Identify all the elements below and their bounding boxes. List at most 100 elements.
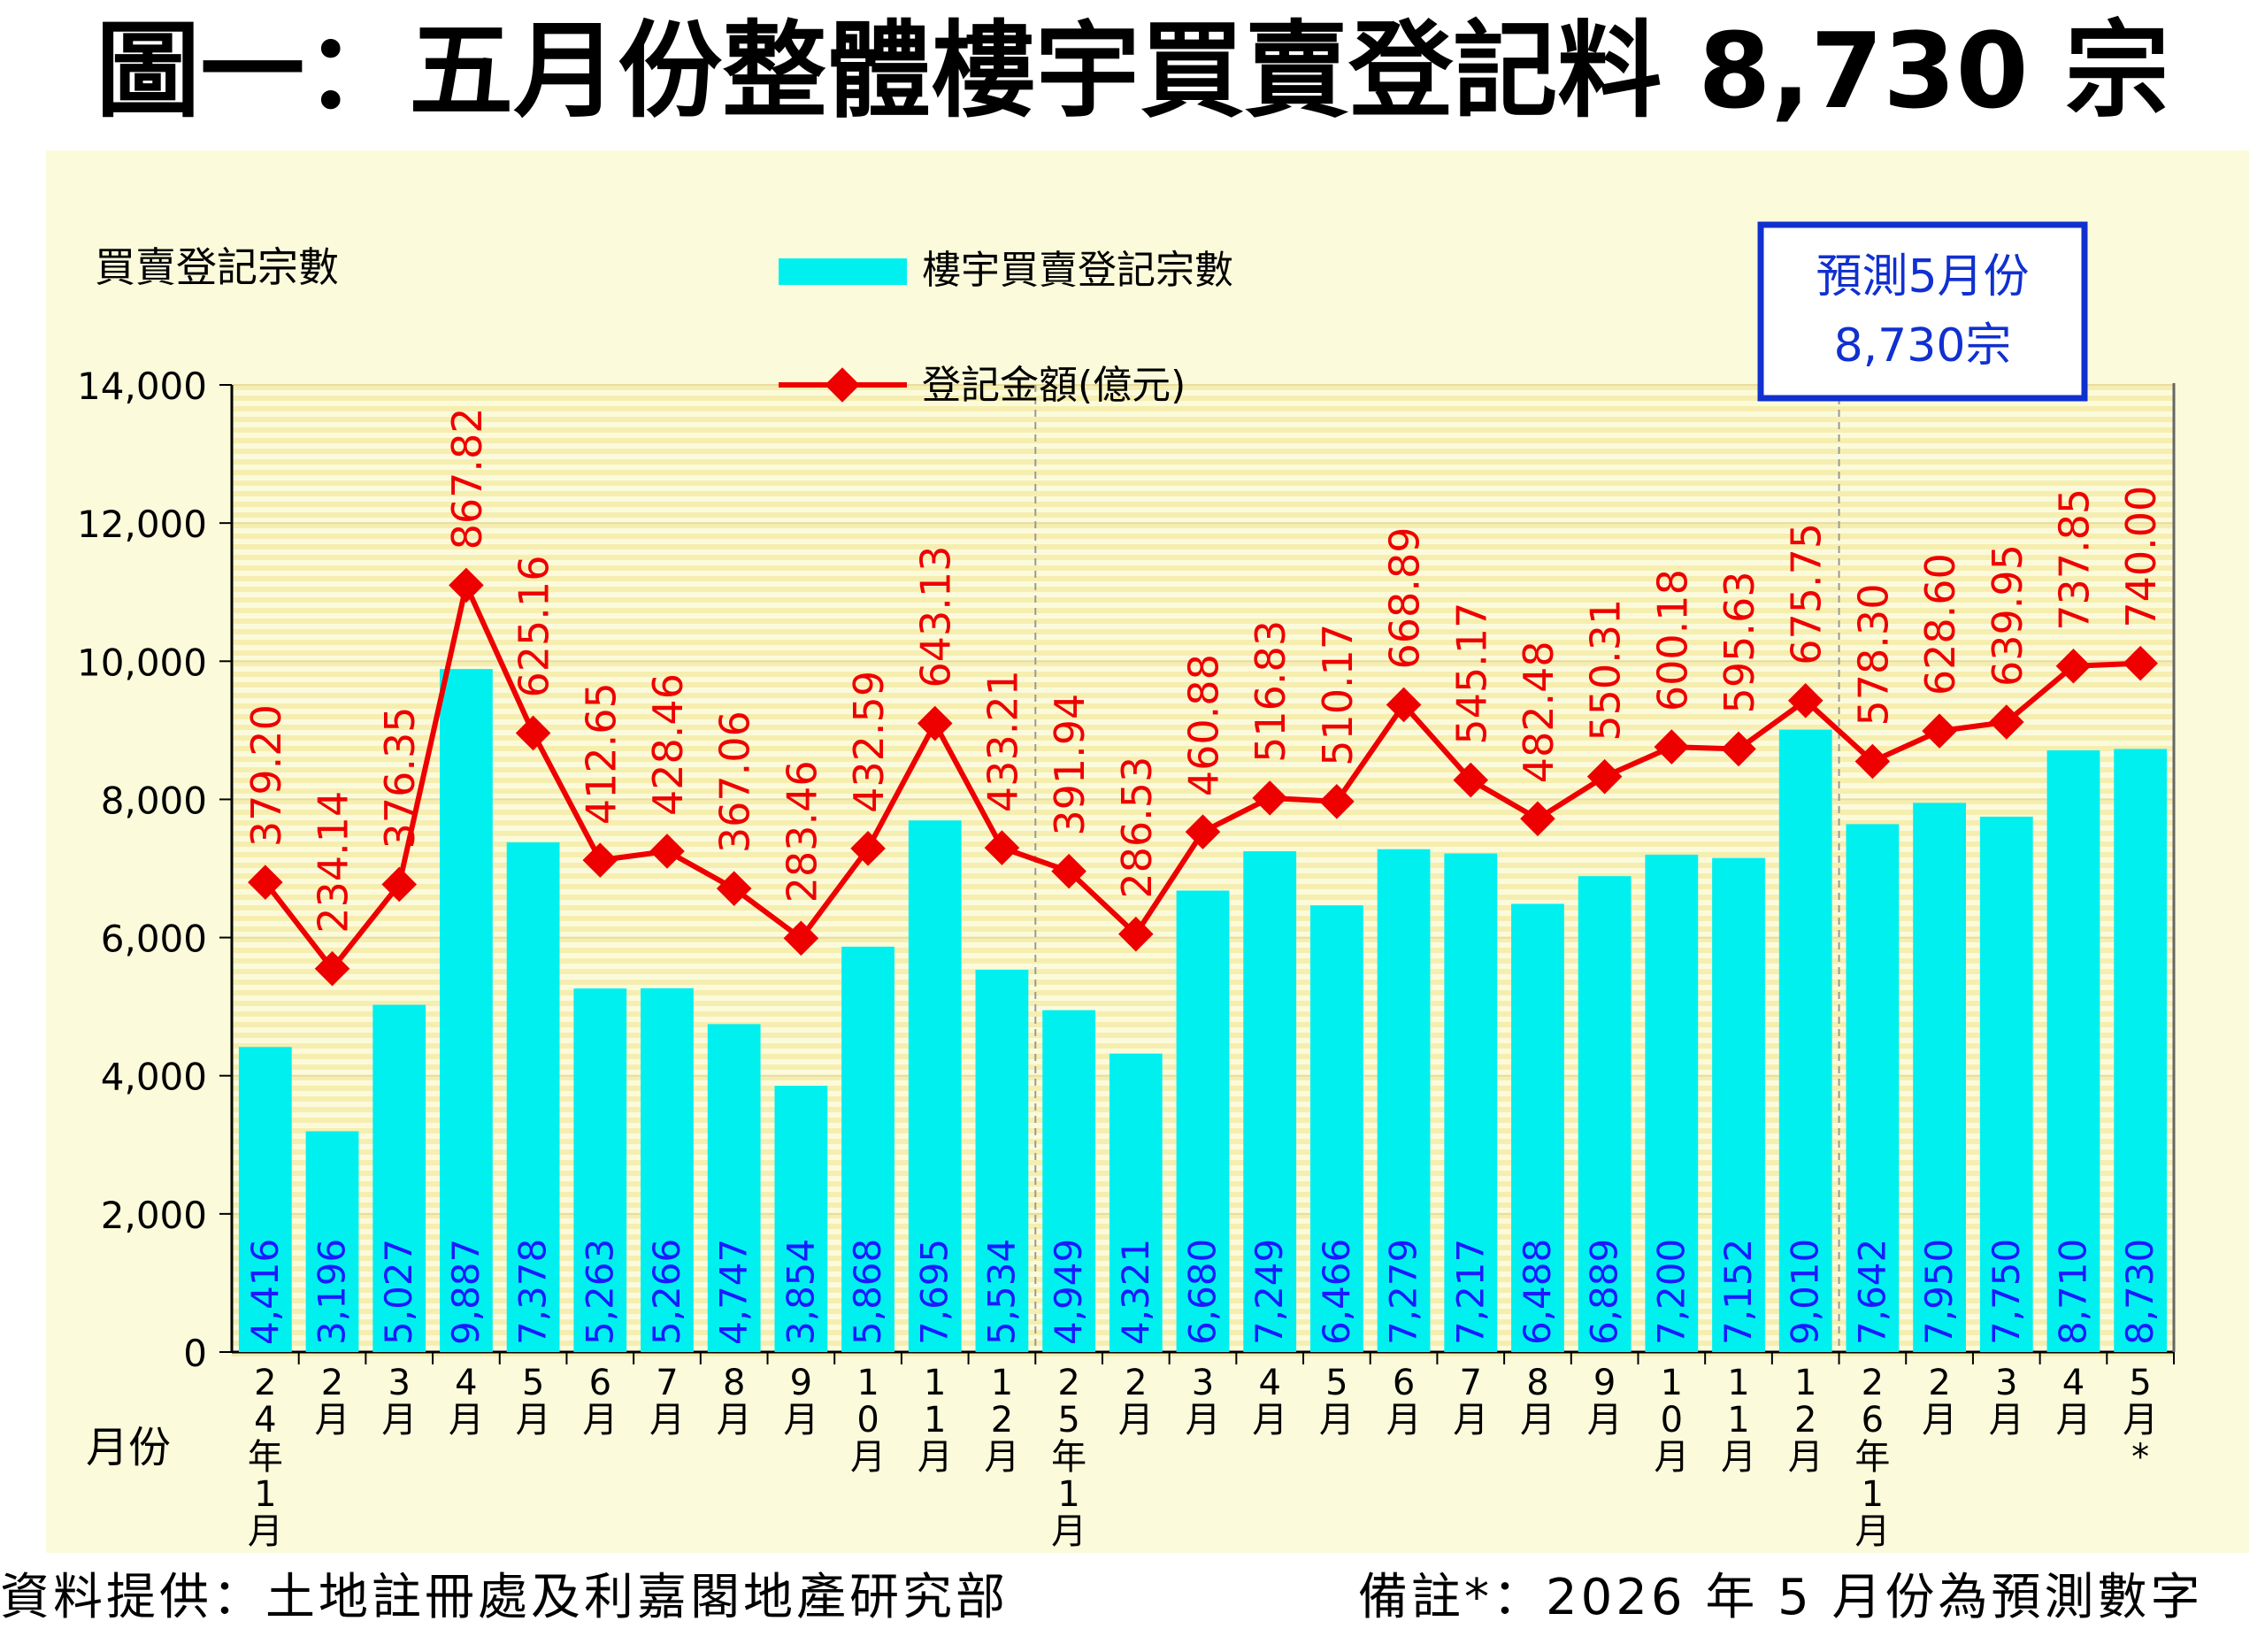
bar-value-label: 6,889	[1583, 1239, 1626, 1345]
y-tick-label: 2,000	[101, 1194, 207, 1237]
line-value-label: 367.06	[711, 711, 759, 853]
bar-value-label: 9,887	[444, 1239, 488, 1345]
source-note: 資料提供：土地註冊處及利嘉閣地產研究部	[0, 1569, 1009, 1626]
bar	[1444, 853, 1498, 1352]
line-value-label: 740.00	[2117, 486, 2165, 628]
line-series	[248, 567, 2158, 987]
line-marker	[1721, 731, 1756, 767]
line-value-label: 600.18	[1648, 569, 1696, 711]
stripe	[232, 502, 2174, 507]
line-value-label: 412.65	[577, 682, 625, 825]
bar	[305, 1131, 359, 1352]
line-marker	[248, 864, 283, 900]
line-value-label: 379.20	[242, 704, 290, 847]
stripe	[232, 629, 2174, 634]
bar	[707, 1024, 761, 1352]
chart-svg: 4,416 3,196 5,027 9,887 7,378 5,263 5,266 4,747…	[77, 221, 2176, 1552]
stripe	[232, 693, 2174, 698]
bar	[1846, 824, 1900, 1352]
stripe	[232, 523, 2174, 528]
bar-series	[238, 669, 2168, 1352]
line-marker	[1654, 729, 1690, 765]
bar	[372, 1004, 426, 1352]
y-axis-title: 買賣登記宗數	[95, 243, 339, 291]
bar-value-label: 8,730	[2118, 1239, 2161, 1345]
remark-note: 備註*：2026 年 5 月份為預測數字	[1358, 1569, 2204, 1626]
line-marker	[381, 866, 418, 903]
line-value-label: 628.60	[1916, 553, 1964, 695]
stripe	[232, 757, 2174, 762]
line-marker	[1051, 853, 1086, 889]
stripe	[232, 619, 2174, 624]
line-marker	[1252, 780, 1287, 816]
bar	[1042, 1010, 1096, 1352]
bar	[1309, 905, 1363, 1352]
stripe	[232, 778, 2174, 783]
stripe	[232, 555, 2174, 560]
y-tick-labels: 0 2,000 4,000 6,000 8,000 10,000 12,000 14,000	[77, 365, 207, 1375]
stripe	[232, 396, 2174, 401]
bar-value-label: 7,217	[1448, 1239, 1492, 1345]
line-marker	[1988, 704, 2024, 740]
stripe	[232, 417, 2174, 422]
stripe	[232, 576, 2174, 581]
stripe	[232, 735, 2174, 741]
line-marker	[1319, 783, 1355, 819]
bar-value-label: 7,750	[1985, 1239, 2028, 1345]
stripe	[232, 427, 2174, 433]
bar	[1377, 849, 1431, 1352]
stripe	[232, 788, 2174, 794]
bar	[1913, 803, 1966, 1352]
line-value-label: 433.21	[979, 670, 1026, 812]
bar	[641, 987, 694, 1352]
bar-value-label: 5,263	[578, 1239, 621, 1345]
bar	[908, 820, 962, 1352]
stripe	[232, 491, 2174, 496]
y-tick-label: 6,000	[101, 918, 207, 961]
bar-value-label: 5,868	[846, 1239, 889, 1345]
line-value-label: 432.59	[845, 671, 893, 813]
bar-value-label: 3,854	[779, 1239, 822, 1345]
bar	[1109, 1053, 1163, 1352]
bar	[1712, 857, 1765, 1352]
line-value-label: 737.85	[2050, 488, 2098, 631]
year-dividers	[1034, 385, 1840, 1352]
y-tick-label: 12,000	[77, 503, 207, 546]
line-value-label: 867.82	[443, 407, 491, 549]
stripe	[232, 385, 2174, 390]
line-marker	[1185, 814, 1221, 849]
line-marker	[449, 567, 484, 603]
bar-value-label: 4,321	[1114, 1239, 1157, 1345]
line-marker	[1386, 687, 1422, 723]
line-value-label: 391.94	[1046, 694, 1094, 836]
bar-value-label: 7,249	[1248, 1239, 1291, 1345]
legend-line-marker	[825, 367, 860, 403]
line-value-label: 510.17	[1314, 624, 1362, 766]
line-value-label: 460.88	[1180, 654, 1228, 796]
stripe	[232, 682, 2174, 688]
line-value-label: 625.16	[511, 556, 558, 698]
stripe	[232, 703, 2174, 709]
bar-value-label: 6,680	[1181, 1239, 1225, 1345]
bar-value-label: 3,196	[311, 1239, 354, 1345]
line-marker	[1922, 713, 1957, 749]
bar	[841, 946, 894, 1352]
bar	[1176, 890, 1230, 1352]
line-value-label: 668.89	[1381, 527, 1429, 670]
stripe	[232, 608, 2174, 613]
stripe	[232, 884, 2174, 889]
